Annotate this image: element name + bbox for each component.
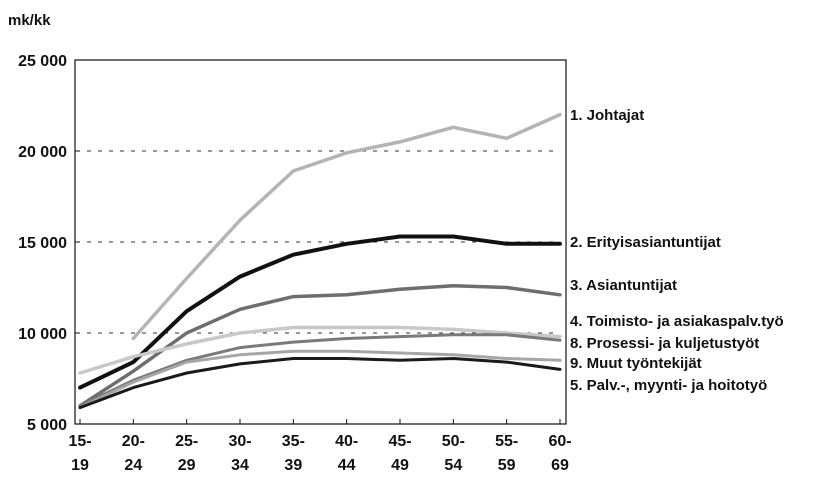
x-tick-label-top: 30-	[228, 433, 251, 450]
x-tick-label-bottom: 54	[444, 457, 462, 474]
series-line	[78, 283, 562, 408]
series-line	[131, 112, 562, 341]
x-tick-label-top: 40-	[335, 433, 358, 450]
series-line	[78, 333, 562, 408]
x-tick-label-bottom: 49	[391, 457, 409, 474]
x-tick-label-top: 15-	[68, 433, 91, 450]
series-line	[78, 325, 562, 375]
x-tick-label-top: 55-	[495, 433, 518, 450]
series-line	[78, 234, 562, 390]
y-tick-label: 10 000	[18, 326, 67, 343]
x-tick-label-bottom: 69	[551, 457, 569, 474]
y-tick-label: 25 000	[18, 53, 67, 70]
series-label: 5. Palv.-, myynti- ja hoitotyö	[570, 377, 767, 394]
x-tick-label-bottom: 34	[231, 457, 249, 474]
series-label: 4. Toimisto- ja asiakaspalv.työ	[570, 313, 784, 330]
unit-label: mk/kk	[8, 12, 51, 29]
x-tick-label-bottom: 29	[178, 457, 196, 474]
x-tick-label-bottom: 39	[284, 457, 302, 474]
series-label: 3. Asiantuntijat	[570, 277, 677, 294]
x-tick-label-top: 35-	[282, 433, 305, 450]
y-tick-label: 5 000	[27, 417, 67, 434]
series-labels: 1. Johtajat 2. Erityisasiantuntijat 3. Asi…	[570, 107, 784, 394]
series-label: 8. Prosessi- ja kuljetustyöt	[570, 335, 759, 352]
x-tick-label-top: 60-	[548, 433, 571, 450]
x-tick-label-top: 20-	[122, 433, 145, 450]
y-tick-label: 20 000	[18, 144, 67, 161]
series-label: 1. Johtajat	[570, 107, 644, 124]
x-axis: 15- 19 20- 24 25- 29 30- 34 35- 39 40- 44 45- 49 50- 54…	[68, 419, 572, 474]
series-label: 2. Erityisasiantuntijat	[570, 234, 721, 251]
x-tick-label-top: 25-	[175, 433, 198, 450]
series-label: 9. Muut työntekijät	[570, 355, 702, 372]
x-tick-label-bottom: 59	[498, 457, 516, 474]
x-tick-label-bottom: 24	[124, 457, 142, 474]
x-tick-label-bottom: 19	[71, 457, 89, 474]
series-layer	[78, 112, 562, 410]
series-line	[78, 357, 562, 410]
x-tick-label-top: 45-	[388, 433, 411, 450]
y-axis: 5 000 10 000 15 000 20 000 25 000	[18, 53, 80, 434]
y-tick-label: 15 000	[18, 235, 67, 252]
series-line	[78, 349, 562, 410]
x-tick-label-top: 50-	[442, 433, 465, 450]
x-tick-label-bottom: 44	[338, 457, 356, 474]
